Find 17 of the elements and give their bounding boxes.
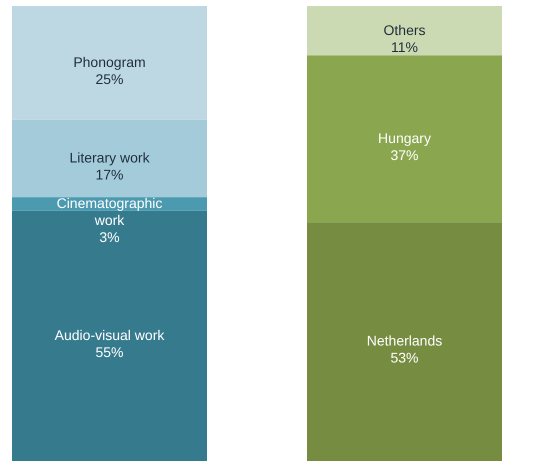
data-label: 37% — [390, 146, 419, 163]
bar — [12, 120, 207, 198]
series-label: Hungary — [378, 130, 431, 146]
data-label: 3% — [99, 228, 120, 245]
data-label: 25% — [95, 70, 124, 87]
series-label: Literary work — [69, 149, 151, 166]
series-label: Audio-visual work — [54, 326, 166, 343]
data-label: 53% — [390, 350, 419, 366]
data-label: 17% — [95, 166, 124, 182]
data-label: 11% — [391, 38, 418, 55]
series-label: Phonogram — [73, 54, 146, 70]
series-label: Netherlands — [366, 332, 442, 349]
series-label: Cinematographic work — [56, 194, 162, 228]
bar — [12, 210, 207, 461]
series-label: Others — [383, 22, 426, 38]
data-label: 55% — [95, 344, 124, 360]
bar — [12, 6, 207, 120]
